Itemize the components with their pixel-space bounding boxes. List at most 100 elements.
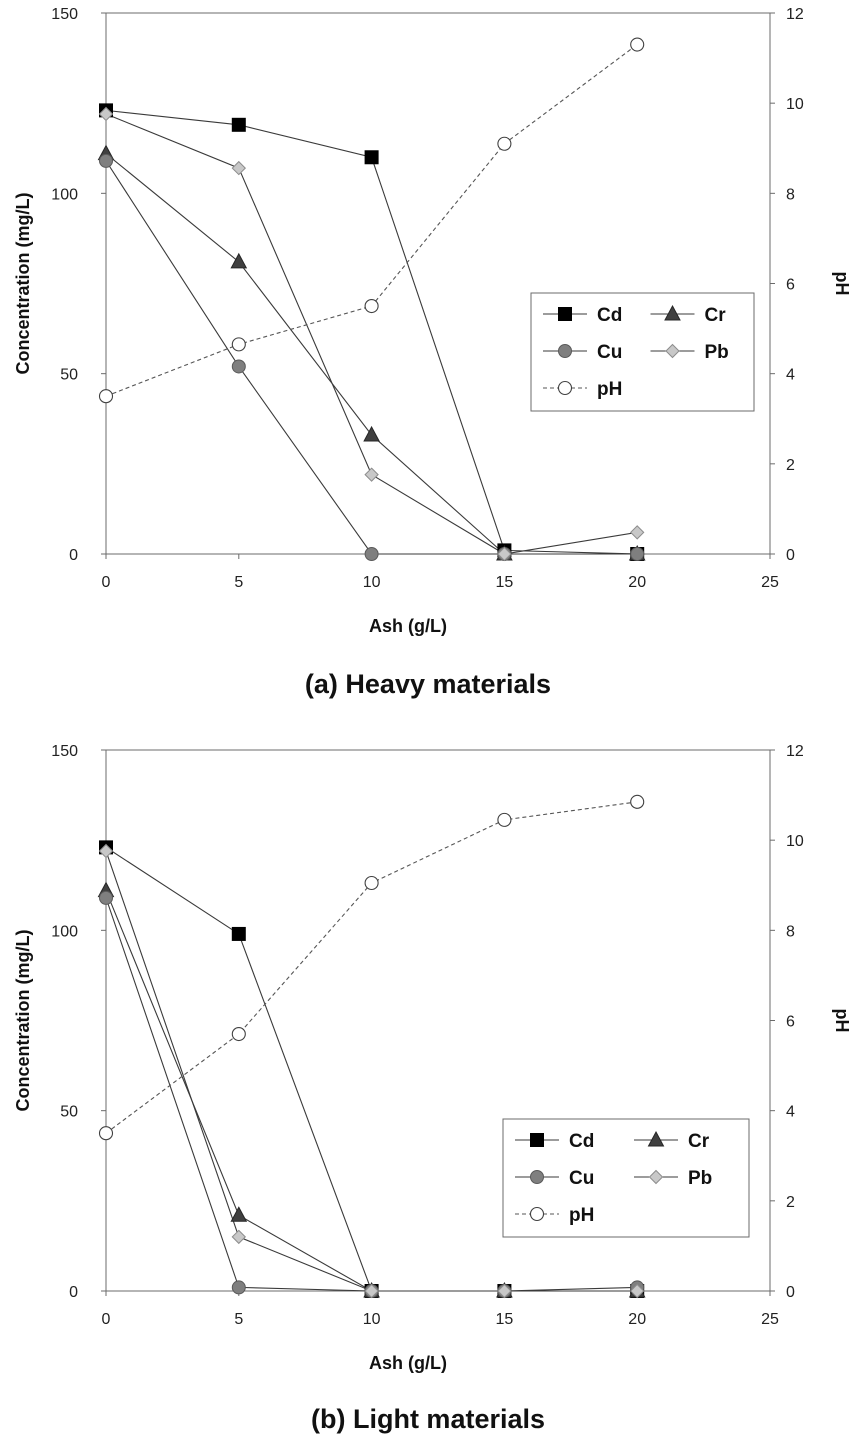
y2-tick-label: 2 (786, 1194, 795, 1211)
legend-label-pb: Pb (705, 342, 729, 363)
y-tick-label: 150 (51, 6, 78, 23)
y-axis-title: Concentration (mg/L) (13, 193, 33, 375)
x-tick-label: 25 (761, 574, 779, 591)
y2-tick-label: 2 (786, 457, 795, 474)
legend-marker-cr (647, 1130, 665, 1147)
y2-tick-label: 4 (786, 1104, 795, 1121)
x-tick-label: 5 (234, 1311, 243, 1328)
data-point-cu (231, 359, 246, 374)
legend-marker-cd (558, 307, 572, 321)
y2-tick-label: 0 (786, 1284, 795, 1301)
legend-label-cd: Cd (597, 305, 622, 326)
y-axis-title: Concentration (mg/L) (13, 930, 33, 1112)
x-tick-label: 15 (496, 574, 514, 591)
y-tick-label: 150 (51, 743, 78, 760)
data-point-cd (231, 926, 246, 941)
data-point-cu (99, 890, 113, 905)
data-point-pb (98, 106, 114, 122)
legend-marker-cu (558, 344, 572, 358)
x-tick-label: 25 (761, 1311, 779, 1328)
legend-marker-cd (530, 1133, 544, 1147)
data-point-pb (231, 1229, 247, 1245)
legend-marker-cr (664, 304, 681, 321)
x-tick-label: 20 (628, 1311, 646, 1328)
data-point-ph (497, 136, 512, 151)
legend-label-cu: Cu (569, 1168, 594, 1189)
y-tick-label: 0 (69, 1284, 78, 1301)
data-point-cd (231, 117, 246, 132)
y2-axis-title: pH (832, 1009, 852, 1033)
y2-tick-label: 6 (786, 1014, 795, 1031)
series-markers (97, 37, 646, 562)
series-markers (97, 794, 646, 1299)
data-point-cu (364, 547, 379, 561)
y2-tick-label: 10 (786, 833, 804, 850)
y2-tick-label: 12 (786, 6, 804, 23)
data-point-cu (99, 153, 113, 168)
legend: Cd Cr Cu Pb pH (502, 1118, 750, 1238)
y2-tick-label: 12 (786, 743, 804, 760)
legend-label-ph: pH (569, 1205, 594, 1226)
data-point-ph (630, 794, 645, 809)
legend-marker-ph (529, 1206, 545, 1222)
data-point-ph (98, 1126, 114, 1141)
y2-tick-label: 6 (786, 277, 795, 294)
data-point-pb (497, 1283, 512, 1299)
data-point-cr (230, 1206, 248, 1222)
data-point-pb (364, 467, 379, 482)
data-point-cd (364, 150, 379, 165)
x-tick-label: 0 (102, 1311, 111, 1328)
legend-label-pb: Pb (688, 1168, 712, 1189)
panel-caption: (b) Light materials (311, 1404, 545, 1434)
data-point-ph (98, 389, 114, 404)
chart-panel-b: 0 5 10 15 20 25 0 50 100 150 0 2 4 6 8 10 12 Ash (g/L) Con… (13, 743, 852, 1434)
y2-tick-label: 8 (786, 923, 795, 940)
data-point-pb (98, 843, 114, 859)
y2-tick-label: 8 (786, 186, 795, 203)
chart-panel-a: 0 5 10 15 20 25 0 50 100 150 0 2 4 6 8 10 12 Ash (g/L) Con… (13, 6, 852, 699)
data-point-ph (497, 812, 512, 827)
legend-label-cr: Cr (688, 1131, 710, 1152)
data-point-pb (497, 546, 512, 562)
data-point-ph (364, 875, 379, 891)
y2-tick-label: 4 (786, 367, 795, 384)
data-point-ph (231, 1026, 246, 1042)
legend-label-cd: Cd (569, 1131, 594, 1152)
y-tick-label: 100 (51, 923, 78, 940)
x-tick-label: 20 (628, 574, 646, 591)
y-tick-label: 0 (69, 547, 78, 564)
x-axis-title: Ash (g/L) (369, 1353, 447, 1373)
data-point-pb (231, 160, 247, 176)
data-point-pb (629, 525, 645, 540)
legend-label-cu: Cu (597, 342, 622, 363)
data-point-cu (630, 547, 645, 561)
panel-caption: (a) Heavy materials (305, 669, 551, 699)
x-tick-label: 5 (234, 574, 243, 591)
y-tick-label: 50 (60, 367, 78, 384)
x-tick-label: 0 (102, 574, 111, 591)
x-tick-label: 15 (496, 1311, 514, 1328)
y2-tick-label: 10 (786, 96, 804, 113)
data-point-cu (231, 1280, 246, 1295)
legend: Cd Cr Cu Pb pH (530, 292, 755, 412)
data-point-ph (364, 298, 379, 314)
legend-label-cr: Cr (705, 305, 727, 326)
y-tick-label: 50 (60, 1104, 78, 1121)
x-tick-label: 10 (363, 574, 381, 591)
legend-label-ph: pH (597, 379, 622, 400)
y2-tick-label: 0 (786, 547, 795, 564)
data-point-pb (629, 1283, 645, 1299)
legend-marker-ph (557, 380, 573, 396)
x-axis-title: Ash (g/L) (369, 616, 447, 636)
legend-marker-pb (648, 1169, 664, 1185)
data-point-ph (630, 37, 645, 52)
y2-axis-title: pH (832, 272, 852, 296)
data-point-cr (230, 252, 248, 269)
data-point-ph (231, 337, 246, 352)
data-point-pb (364, 1283, 379, 1299)
data-point-cr (363, 425, 380, 442)
legend-marker-pb (665, 343, 680, 359)
plot-area-frame (105, 12, 771, 555)
legend-marker-cu (530, 1170, 544, 1184)
